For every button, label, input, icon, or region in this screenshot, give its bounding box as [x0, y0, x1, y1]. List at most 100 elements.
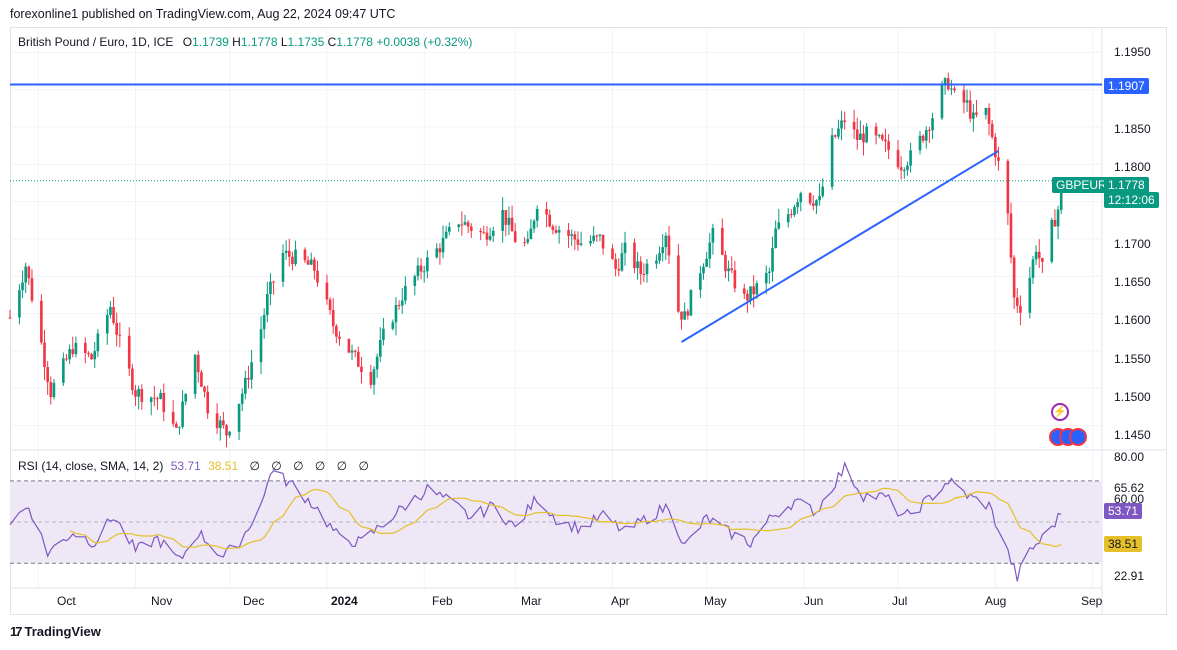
candle-body: [105, 314, 109, 334]
candle-body: [733, 270, 737, 289]
candle-body: [27, 266, 31, 279]
price-tick: 1.1850: [1114, 122, 1151, 136]
candle-body: [906, 165, 909, 171]
candle-body: [447, 227, 451, 232]
sma-value-tag: 38.51: [1104, 536, 1143, 552]
candle-body: [902, 170, 906, 172]
rsi-tick: 65.62: [1114, 481, 1145, 495]
candle-body: [90, 354, 93, 360]
candle-body: [262, 315, 266, 330]
symbol-legend: British Pound / Euro, 1D, ICE O1.1739 H1…: [18, 35, 472, 49]
candle-body: [435, 248, 439, 258]
candle-body: [686, 311, 690, 316]
price-tick: 1.1700: [1114, 237, 1151, 251]
candle-body: [501, 210, 504, 231]
candle-body: [419, 265, 423, 272]
candle-body: [193, 354, 197, 394]
candle-body: [96, 333, 100, 352]
candle-body: [118, 334, 122, 336]
na-symbol: ∅: [271, 459, 282, 473]
candle-body: [404, 285, 407, 301]
candle-body: [83, 342, 87, 354]
candle-body: [416, 265, 420, 277]
tradingview-logo[interactable]: 17 TradingView: [10, 624, 101, 639]
candle-body: [774, 228, 777, 248]
candle-body: [699, 273, 702, 290]
rsi-tick: 60.00: [1114, 492, 1145, 506]
candle-body: [877, 135, 881, 137]
candle-body: [727, 268, 730, 272]
candle-body: [796, 202, 799, 208]
candle-body: [658, 253, 661, 261]
candle-body: [924, 129, 928, 141]
candle-body: [71, 349, 75, 355]
candle-body: [306, 260, 310, 265]
candle-body: [488, 235, 492, 240]
candle-body: [356, 351, 360, 367]
candle-body: [595, 235, 599, 237]
candle-body: [413, 276, 417, 286]
time-tick: Jul: [892, 594, 908, 608]
candle-body: [592, 235, 595, 241]
candle-body: [636, 261, 639, 269]
candle-body: [391, 322, 395, 329]
candle-body: [444, 231, 448, 238]
candle-body: [1028, 277, 1032, 313]
candle-body: [291, 256, 294, 265]
candle-body: [426, 257, 429, 272]
candle-body: [369, 372, 373, 385]
candle-body: [567, 229, 570, 236]
candle-body: [228, 431, 231, 436]
candle-body: [40, 300, 43, 343]
candle-body: [730, 268, 734, 271]
candle-body: [284, 250, 288, 254]
price-tick: 1.1600: [1114, 313, 1151, 327]
candle-body: [705, 258, 708, 267]
candle-body: [400, 300, 404, 306]
lightning-alert-icon[interactable]: ⚡: [1051, 403, 1069, 421]
candle-body: [576, 239, 580, 245]
candle-body: [225, 425, 228, 436]
candle-body: [617, 268, 621, 271]
candle-body: [457, 224, 461, 228]
candle-body: [438, 248, 442, 253]
candle-body: [815, 200, 818, 206]
candle-body: [993, 137, 997, 158]
candle-body: [551, 226, 555, 230]
candle-body: [799, 193, 803, 203]
candle-body: [181, 401, 184, 427]
price-tick: 1.1500: [1114, 390, 1151, 404]
time-tick: Nov: [151, 594, 173, 608]
candle-body: [394, 304, 398, 323]
candle-body: [821, 186, 825, 197]
candle-body: [746, 293, 749, 301]
candle-body: [240, 393, 244, 404]
candle-body: [793, 207, 796, 215]
candle-body: [633, 242, 636, 269]
price-tick: 1.1450: [1114, 428, 1151, 442]
candle-body: [8, 317, 12, 319]
candle-body: [510, 217, 514, 232]
candle-body: [852, 121, 856, 130]
candle-body: [711, 227, 715, 243]
candle-body: [1041, 258, 1044, 262]
time-tick: Jun: [804, 594, 824, 608]
price-tick: 1.1950: [1114, 45, 1151, 59]
candle-body: [990, 123, 994, 138]
rsi-legend: RSI (14, close, SMA, 14, 2) 53.71 38.51 …: [18, 459, 369, 473]
candle-body: [1037, 251, 1041, 259]
candle-body: [196, 354, 200, 373]
candle-body: [771, 247, 774, 272]
candle-body: [887, 141, 890, 150]
event-flag-icon[interactable]: [1069, 428, 1087, 446]
low-label: L: [280, 35, 288, 49]
candle-body: [206, 391, 210, 414]
candle-body: [579, 243, 583, 245]
candle-body: [862, 133, 865, 143]
support-trendline: [681, 150, 999, 343]
candle-body: [504, 210, 508, 225]
candle-body: [523, 242, 526, 244]
candle-body: [127, 335, 131, 369]
candle-body: [215, 413, 219, 429]
